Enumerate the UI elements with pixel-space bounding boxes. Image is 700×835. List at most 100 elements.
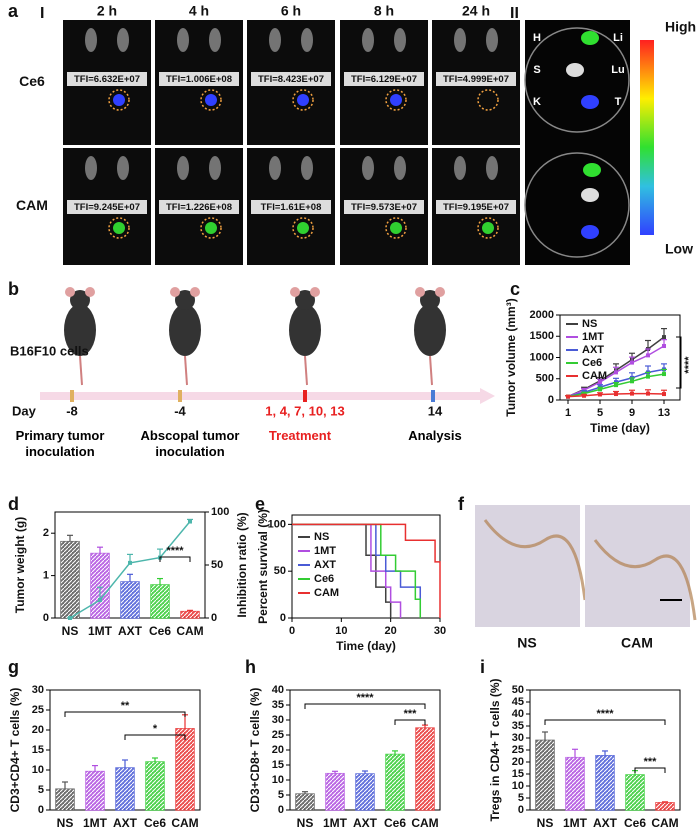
legend-label: NS: [582, 318, 597, 330]
annotation: ***: [644, 756, 658, 768]
tfi-label: TFI=6.632E+07: [74, 74, 140, 85]
x-tick-label: CAM: [651, 816, 678, 830]
bracket: [544, 719, 666, 725]
day-label: -8: [66, 403, 78, 418]
image-blob: [486, 156, 498, 180]
legend-label: 1MT: [314, 545, 336, 557]
y-tick-label: 0: [548, 394, 554, 406]
organ-label: Lu: [611, 64, 624, 76]
label: d: [8, 494, 19, 514]
roi: [385, 89, 407, 111]
label-box: [251, 72, 331, 86]
x-tick-label: 5: [597, 407, 603, 419]
mouse-ear: [415, 287, 425, 297]
bar-hatch: [146, 762, 164, 810]
survival-curve: [292, 523, 392, 618]
event-label: Abscopal tumor inoculation: [140, 428, 240, 459]
event-label: Primary tumor inoculation: [15, 428, 105, 459]
y-tick-label: 5: [38, 784, 44, 796]
label: f: [458, 494, 465, 514]
marker: [598, 392, 602, 397]
bar-hatch: [151, 584, 169, 618]
ihc-stain: [483, 519, 587, 601]
annotation: ****: [683, 356, 695, 374]
marker: [614, 392, 618, 397]
legend-label: Ce6: [582, 357, 602, 369]
image-blob: [209, 28, 221, 52]
image-blob: [85, 28, 97, 52]
image-blob: [454, 156, 466, 180]
label: c: [510, 279, 520, 299]
y-tick-label: 25: [512, 744, 524, 756]
organ: [581, 225, 599, 239]
y-tick-label: 25: [272, 729, 284, 741]
legend-label: AXT: [582, 344, 604, 356]
marker: [598, 380, 602, 385]
organ-label: T: [615, 96, 622, 108]
signal: [113, 94, 125, 106]
y2-axis-title: Inhibition ratio (%): [235, 512, 249, 617]
timeline: [40, 392, 480, 400]
day-label: -4: [174, 403, 186, 418]
signal: [297, 222, 309, 234]
legend-label: 1MT: [582, 331, 604, 343]
y-tick-label: 100: [268, 518, 286, 530]
timeline-tick: [70, 390, 74, 402]
tfi-label: TFI=9.573E+07: [351, 202, 417, 213]
y-tick-label: 50: [512, 684, 524, 696]
x-tick-label: AXT: [118, 624, 143, 638]
mouse-body: [414, 304, 446, 356]
image-blob: [209, 156, 221, 180]
bar-hatch: [596, 755, 614, 810]
signal: [205, 94, 217, 106]
y-tick-label: 50: [274, 565, 286, 577]
y2-tick-label: 0: [211, 612, 217, 624]
bar-hatch: [56, 789, 74, 810]
bracket: [64, 711, 186, 717]
y2-tick-label: 100: [211, 506, 229, 518]
ratio-marker: [98, 597, 102, 602]
signal: [390, 222, 402, 234]
image-blob: [117, 28, 129, 52]
bar-hatch: [181, 611, 199, 618]
organ: [566, 63, 584, 77]
timeline-tick: [178, 390, 182, 402]
y-axis-title: Tumor weight (g): [13, 517, 27, 613]
mouse-ear: [65, 287, 75, 297]
bar-hatch: [356, 774, 374, 810]
bar-hatch: [91, 553, 109, 618]
bar-hatch: [116, 768, 134, 810]
label-box: [344, 200, 424, 214]
y-tick-label: 500: [536, 373, 554, 385]
image-blob: [177, 28, 189, 52]
label: B16F10 cells: [10, 343, 89, 358]
y-tick-label: 10: [272, 774, 284, 786]
day-label: 14: [428, 403, 443, 418]
y-tick-label: 5: [278, 789, 284, 801]
y-axis-title: CD3+CD4+ T cells (%): [8, 688, 22, 813]
ratio-marker: [68, 616, 72, 620]
label: b: [8, 279, 19, 299]
marker: [646, 374, 650, 379]
label-box: [436, 72, 516, 86]
y-axis-title: CD3+CD8+ T cells (%): [248, 688, 262, 813]
y-tick-label: 0: [43, 612, 49, 624]
label-box: [67, 72, 147, 86]
x-tick-label: 20: [385, 625, 397, 637]
organ: [581, 188, 599, 202]
label-box: [344, 72, 424, 86]
ihc-image: [475, 505, 580, 627]
x-axis-title: Time (day): [336, 639, 396, 653]
event-label: Analysis: [408, 428, 462, 443]
image-blob: [394, 156, 406, 180]
x-tick-label: NS: [537, 816, 554, 830]
bracket: [124, 734, 186, 740]
mouse-ear: [435, 287, 445, 297]
y-tick-label: 20: [272, 744, 284, 756]
survival-curve: [292, 523, 402, 618]
tfi-label: TFI=4.999E+07: [443, 74, 509, 85]
organ: [583, 163, 601, 177]
marker: [662, 392, 666, 397]
y-tick-label: 2: [43, 527, 49, 539]
